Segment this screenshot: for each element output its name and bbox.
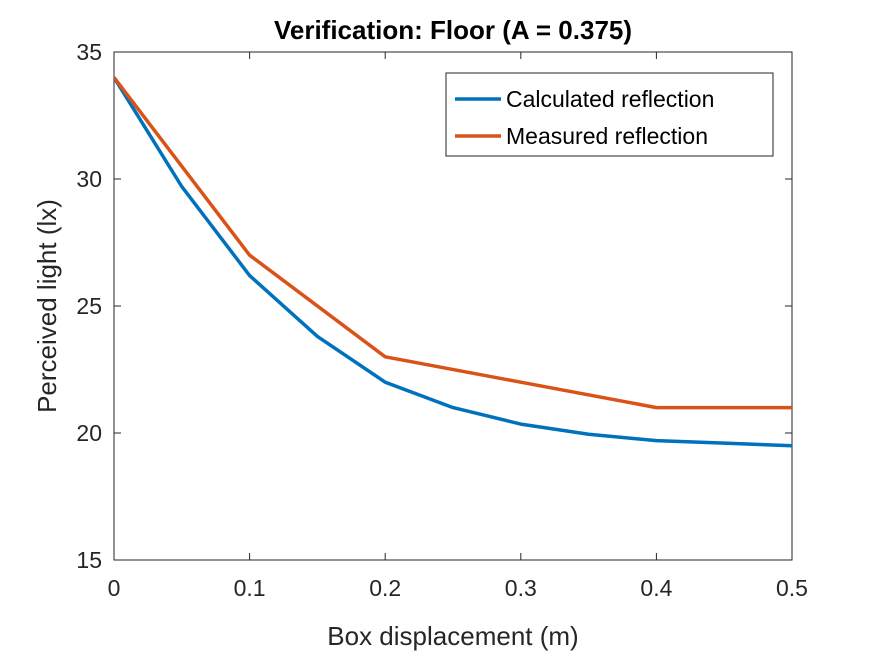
series-layer: [114, 76, 792, 448]
y-axis-label: Perceived light (lx): [32, 199, 62, 413]
axis-ticks: 0 0.1 0.2 0.3 0.4 0.5 15 20 25 30 35: [76, 39, 808, 601]
series-line-1: [114, 76, 792, 448]
x-tick-label: 0.5: [776, 575, 808, 601]
y-tick-label: 35: [76, 39, 102, 65]
legend-box: [445, 72, 774, 157]
legend: Calculated reflection Measured reflection: [445, 72, 774, 157]
series-line-2: [114, 76, 792, 410]
x-tick-label: 0.3: [505, 575, 537, 601]
legend-label-2: Measured reflection: [506, 123, 708, 149]
y-tick-label: 20: [76, 420, 102, 446]
chart-title: Verification: Floor (A = 0.375): [274, 15, 632, 45]
legend-label-1: Calculated reflection: [506, 86, 714, 112]
x-tick-label: 0.2: [369, 575, 401, 601]
y-tick-label: 30: [76, 166, 102, 192]
x-tick-label: 0.1: [234, 575, 266, 601]
x-tick-label: 0: [108, 575, 121, 601]
x-tick-label: 0.4: [640, 575, 672, 601]
y-tick-label: 15: [76, 547, 102, 573]
y-tick-label: 25: [76, 293, 102, 319]
x-axis-label: Box displacement (m): [327, 621, 578, 651]
